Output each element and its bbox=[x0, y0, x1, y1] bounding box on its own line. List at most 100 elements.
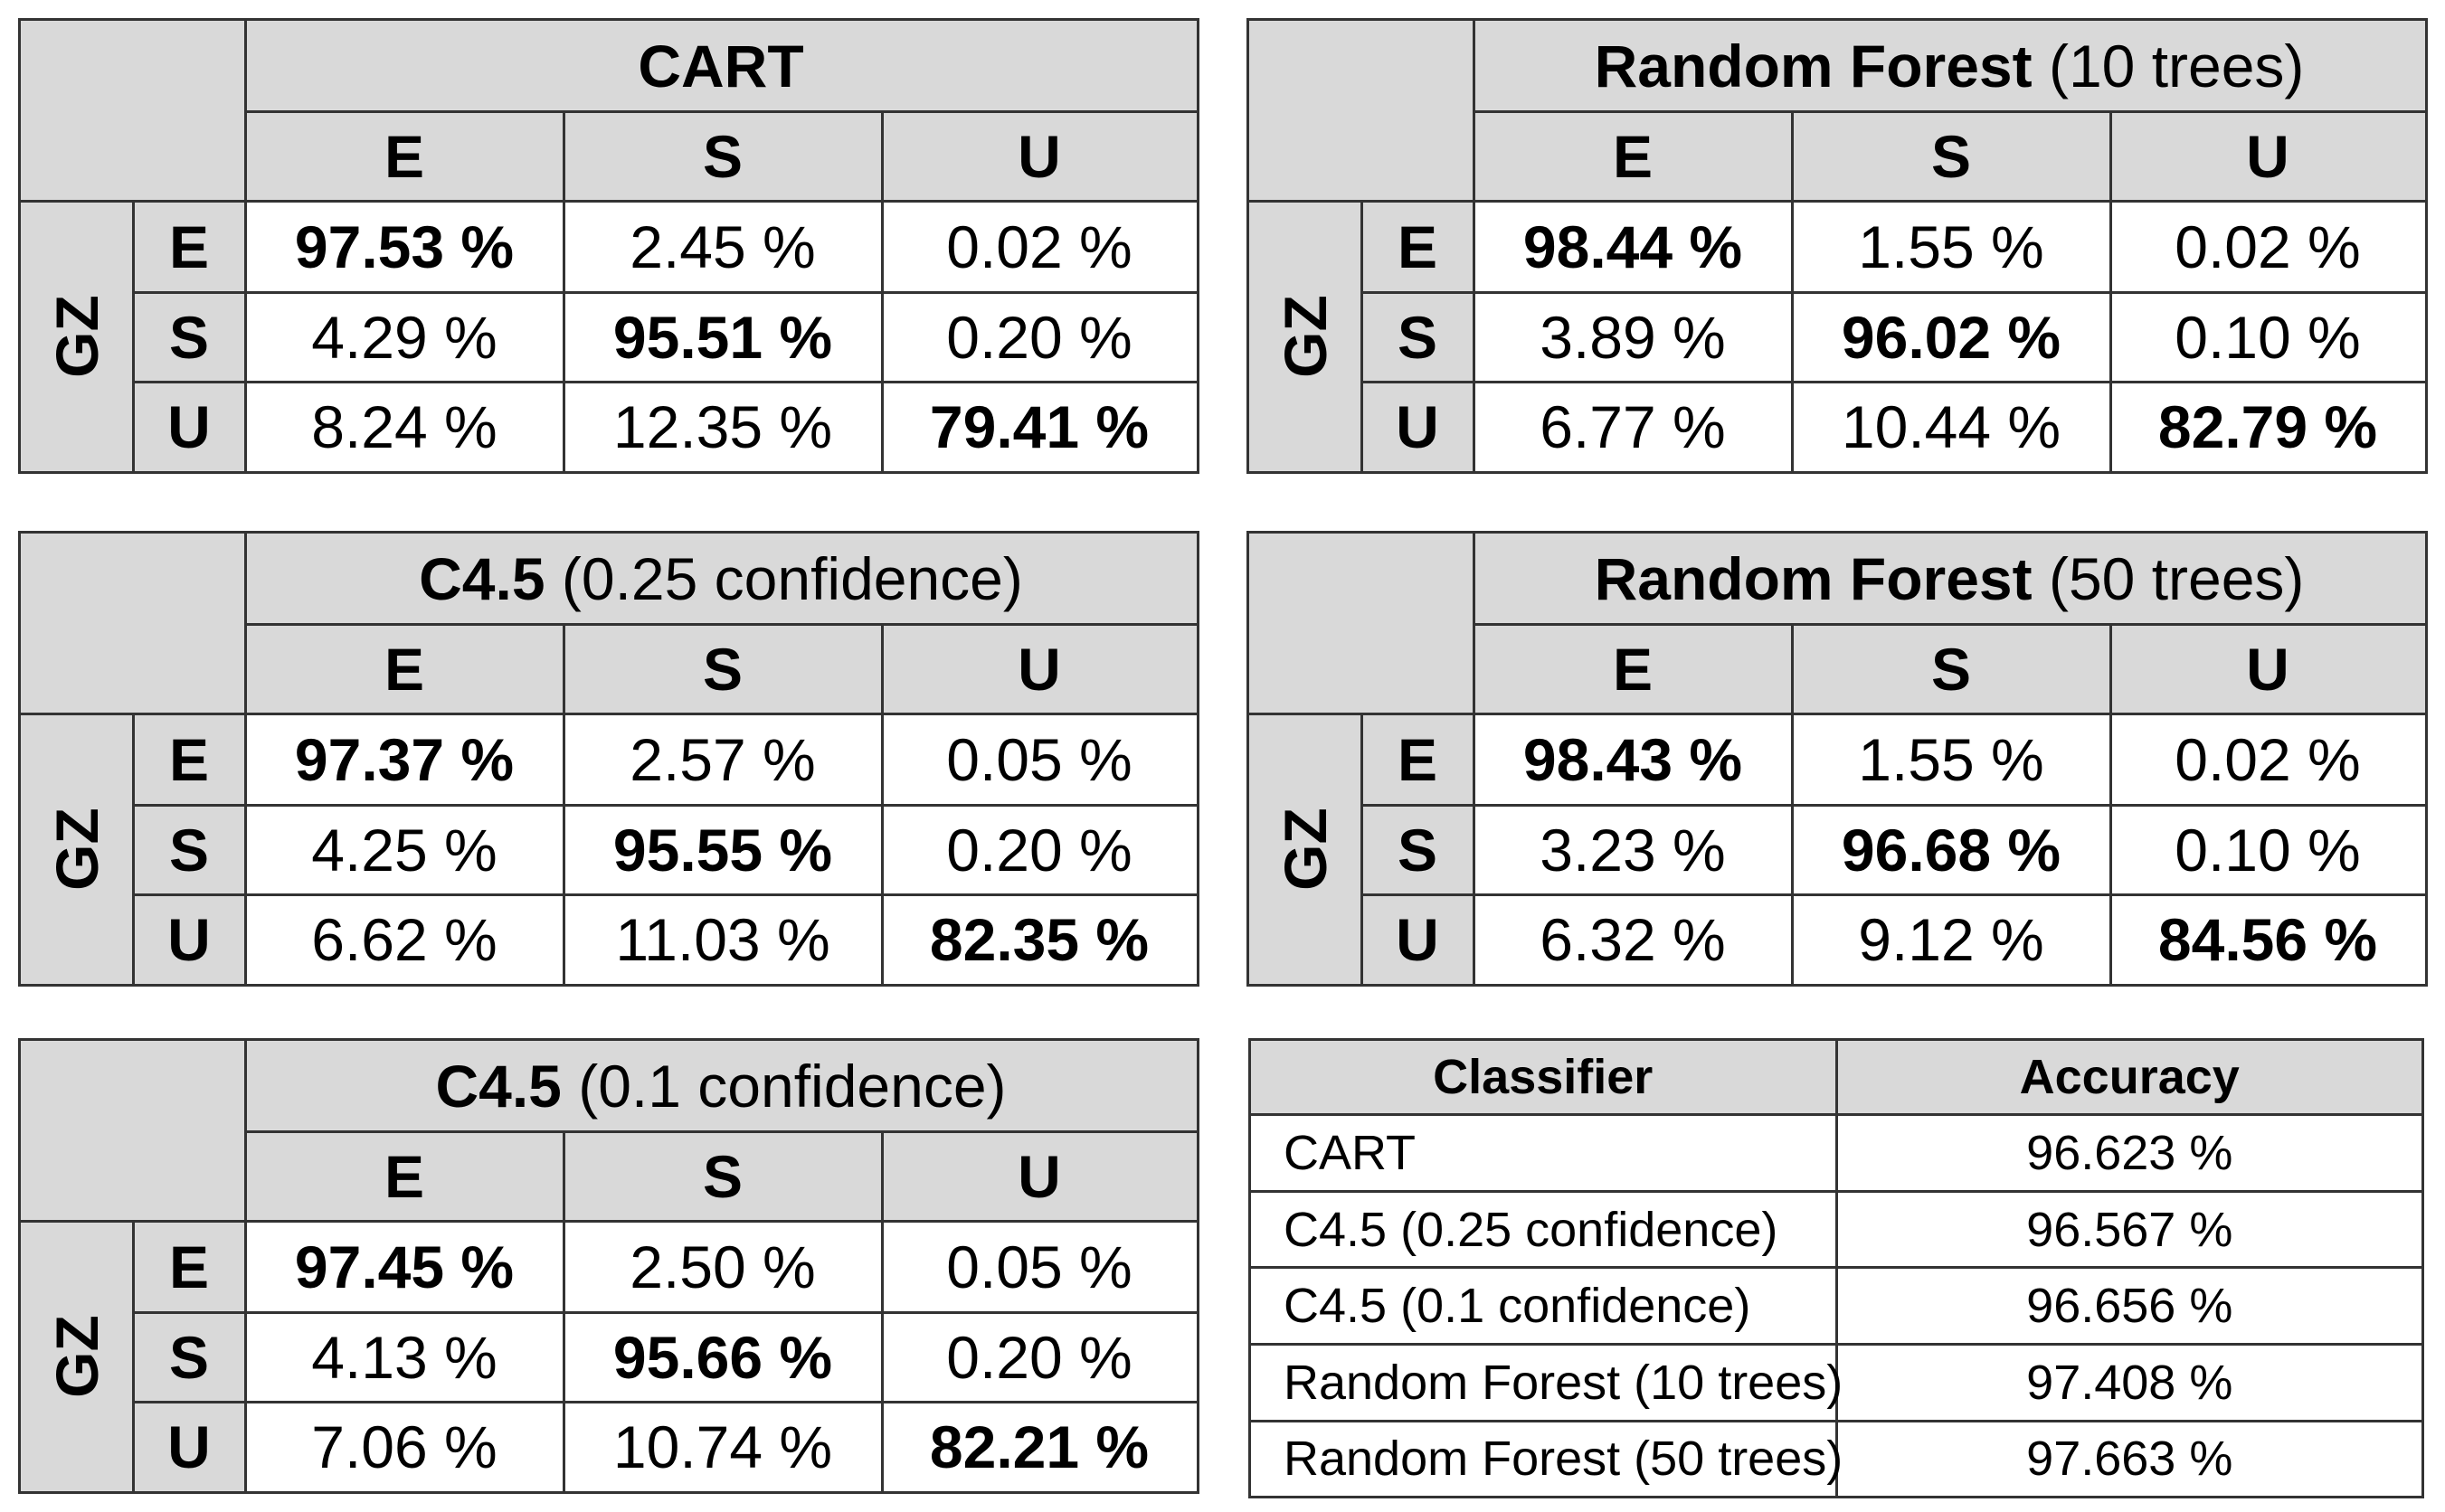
grid-line bbox=[21, 200, 1197, 203]
column-header: S bbox=[564, 624, 882, 713]
grid-line bbox=[245, 1130, 1197, 1133]
accuracy-value: 97.663 % bbox=[1834, 1419, 2421, 1496]
corner-cell bbox=[1249, 21, 1474, 201]
column-header: S bbox=[1792, 111, 2110, 201]
row-group-label: GZ bbox=[21, 713, 133, 984]
grid-line bbox=[21, 1220, 1197, 1223]
matrix-value: 1.55 % bbox=[1792, 201, 2110, 292]
matrix-title-main: Random Forest bbox=[1594, 545, 2033, 612]
grid-line bbox=[21, 713, 1197, 715]
matrix-value: 95.66 % bbox=[564, 1312, 882, 1402]
grid-line bbox=[1474, 110, 2425, 113]
grid-line bbox=[133, 381, 1197, 383]
matrix-title: Random Forest (50 trees) bbox=[1474, 534, 2425, 624]
matrix-value: 79.41 % bbox=[882, 382, 1197, 471]
row-label: U bbox=[133, 894, 245, 984]
matrix-value: 7.06 % bbox=[245, 1402, 564, 1491]
row-label: S bbox=[1361, 805, 1474, 894]
row-label: E bbox=[133, 201, 245, 292]
column-header: U bbox=[2110, 624, 2425, 713]
matrix-title-main: CART bbox=[638, 33, 804, 99]
matrix-value: 82.79 % bbox=[2110, 382, 2425, 471]
classifier-name: Random Forest (10 trees) bbox=[1251, 1343, 1843, 1422]
confusion-matrix-rf50: Random Forest (50 trees) E S U GZ E 98.43 % 1.5… bbox=[1246, 531, 2428, 987]
matrix-value: 0.20 % bbox=[882, 805, 1197, 894]
column-header: S bbox=[564, 1131, 882, 1221]
grid-line bbox=[133, 804, 1197, 807]
matrix-value: 6.32 % bbox=[1474, 894, 1792, 984]
matrix-value: 97.53 % bbox=[245, 201, 564, 292]
accuracy-summary-table: Classifier Accuracy CART 96.623 % C4.5 (… bbox=[1248, 1038, 2424, 1498]
matrix-value: 8.24 % bbox=[245, 382, 564, 471]
grid-line bbox=[1361, 381, 2425, 383]
matrix-value: 3.23 % bbox=[1474, 805, 1792, 894]
row-label: U bbox=[1361, 894, 1474, 984]
grid-line bbox=[1473, 534, 1475, 984]
row-label: U bbox=[133, 1402, 245, 1491]
table-row: C4.5 (0.25 confidence) 96.567 % bbox=[1251, 1189, 2421, 1270]
matrix-value: 0.10 % bbox=[2110, 292, 2425, 382]
row-group-text: GZ bbox=[43, 294, 110, 378]
row-group-label: GZ bbox=[1249, 201, 1361, 471]
corner-cell bbox=[21, 21, 245, 201]
row-label: S bbox=[1361, 292, 1474, 382]
row-label: U bbox=[1361, 382, 1474, 471]
accuracy-value: 96.567 % bbox=[1834, 1189, 2421, 1270]
matrix-value: 2.50 % bbox=[564, 1221, 882, 1312]
column-header: E bbox=[1474, 111, 1792, 201]
confusion-matrix-c45-025: C4.5 (0.25 confidence) E S U GZ E 97.37 % 2.57 … bbox=[18, 531, 1199, 987]
column-header: E bbox=[1474, 624, 1792, 713]
corner-cell bbox=[21, 534, 245, 713]
row-group-text: GZ bbox=[1272, 807, 1339, 891]
grid-line bbox=[244, 21, 247, 471]
table-row: C4.5 (0.1 confidence) 96.656 % bbox=[1251, 1266, 2421, 1347]
header-accuracy: Accuracy bbox=[1834, 1041, 2421, 1116]
grid-line bbox=[1360, 201, 1363, 471]
table-row: CART 96.623 % bbox=[1251, 1113, 2421, 1193]
matrix-title: C4.5 (0.1 confidence) bbox=[245, 1041, 1197, 1131]
matrix-value: 0.05 % bbox=[882, 1221, 1197, 1312]
column-header: U bbox=[2110, 111, 2425, 201]
column-header: U bbox=[882, 624, 1197, 713]
row-label: E bbox=[1361, 713, 1474, 805]
grid-line bbox=[1249, 200, 2425, 203]
column-header: U bbox=[882, 111, 1197, 201]
matrix-value: 95.55 % bbox=[564, 805, 882, 894]
grid-line bbox=[133, 1401, 1197, 1403]
grid-line bbox=[244, 1041, 247, 1491]
row-group-text: GZ bbox=[43, 807, 110, 891]
matrix-value: 2.57 % bbox=[564, 713, 882, 805]
row-label: S bbox=[133, 1312, 245, 1402]
row-label: S bbox=[133, 292, 245, 382]
matrix-value: 0.02 % bbox=[2110, 201, 2425, 292]
matrix-value: 0.02 % bbox=[2110, 713, 2425, 805]
row-group-label: GZ bbox=[21, 201, 133, 471]
grid-line bbox=[132, 1221, 135, 1491]
grid-line bbox=[1360, 713, 1363, 984]
row-group-text: GZ bbox=[1272, 294, 1339, 378]
column-header: S bbox=[1792, 624, 2110, 713]
matrix-value: 98.44 % bbox=[1474, 201, 1792, 292]
grid-line bbox=[245, 110, 1197, 113]
accuracy-value: 96.623 % bbox=[1834, 1113, 2421, 1193]
accuracy-value: 97.408 % bbox=[1834, 1343, 2421, 1422]
grid-line bbox=[133, 1311, 1197, 1314]
grid-line bbox=[1361, 291, 2425, 294]
matrix-value: 6.62 % bbox=[245, 894, 564, 984]
grid-line bbox=[132, 713, 135, 984]
grid-line bbox=[133, 291, 1197, 294]
grid-line bbox=[1249, 713, 2425, 715]
column-header: S bbox=[564, 111, 882, 201]
matrix-value: 97.45 % bbox=[245, 1221, 564, 1312]
classifier-name: C4.5 (0.1 confidence) bbox=[1251, 1266, 1838, 1347]
row-group-text: GZ bbox=[43, 1314, 110, 1398]
classifier-name: C4.5 (0.25 confidence) bbox=[1251, 1189, 1838, 1270]
grid-line bbox=[1361, 893, 2425, 896]
matrix-value: 0.05 % bbox=[882, 713, 1197, 805]
matrix-title-sub: (10 trees) bbox=[2032, 33, 2305, 99]
matrix-value: 95.51 % bbox=[564, 292, 882, 382]
matrix-value: 6.77 % bbox=[1474, 382, 1792, 471]
row-group-label: GZ bbox=[21, 1221, 133, 1491]
confusion-matrix-rf10: Random Forest (10 trees) E S U GZ E 98.44 % 1.5… bbox=[1246, 18, 2428, 474]
column-header: E bbox=[245, 1131, 564, 1221]
